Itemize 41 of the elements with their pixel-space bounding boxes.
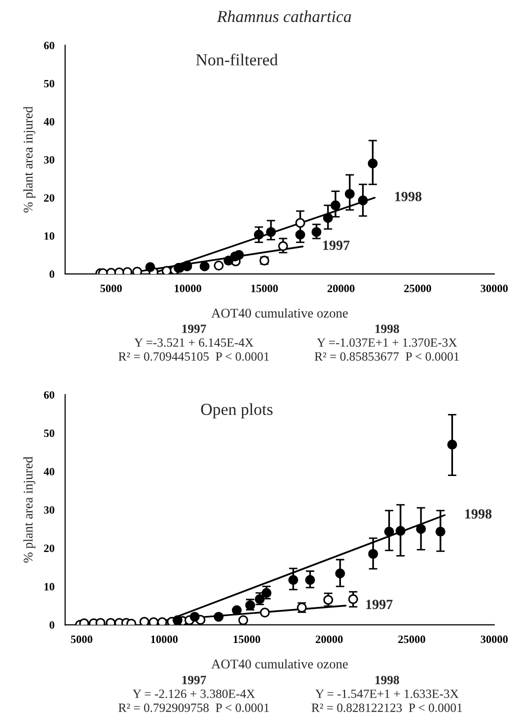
y-tick-label: 60 <box>44 391 54 399</box>
annotation: 1997 <box>366 600 393 610</box>
y-tick-label: 30 <box>44 156 54 164</box>
y-tick-label: 50 <box>44 80 54 88</box>
x-axis-title: AOT40 cumulative ozone <box>211 659 348 668</box>
text: 1997 Y =-3.521 + 6.145E-4X R² = 0.709445105 P < 0.0001 <box>118 324 269 361</box>
y-tick-label: 60 <box>44 42 54 50</box>
x-axis-title: AOT40 cumulative ozone <box>211 308 348 318</box>
y-axis-title: % plant area injured <box>23 106 36 212</box>
y-tick-label: 40 <box>44 118 54 126</box>
x-tick-label: 15000 <box>234 636 260 644</box>
y-tick-label: 20 <box>44 194 54 202</box>
x-tick-label: 30000 <box>480 636 508 644</box>
text: 1997 Y = -2.126 + 3.380E-4X R² = 0.792909758 P < 0.0001 <box>118 676 269 712</box>
chart-subtitle: Non-filtered <box>196 54 278 66</box>
annotation: 1998 <box>465 509 492 519</box>
y-tick-label: 30 <box>44 506 54 514</box>
y-tick-label: 10 <box>44 232 54 240</box>
x-tick-label: 5000 <box>100 284 122 292</box>
y-axis-title: % plant area injured <box>23 456 36 563</box>
y-tick-label: 40 <box>44 468 54 476</box>
annotation: 1997 <box>323 240 350 250</box>
x-tick-label: 15000 <box>251 284 278 292</box>
y-tick-label: 20 <box>44 544 54 552</box>
x-tick-label: 10000 <box>174 284 202 292</box>
y-tick-label: 0 <box>50 621 54 629</box>
x-tick-label: 10000 <box>151 636 178 644</box>
x-tick-label: 25000 <box>398 636 426 644</box>
y-tick-label: 10 <box>44 582 54 590</box>
y-tick-label: 0 <box>50 270 54 278</box>
x-tick-label: 25000 <box>404 284 432 292</box>
x-tick-label: 20000 <box>316 636 343 644</box>
x-tick-label: 30000 <box>480 284 508 292</box>
text: 1998 Y =-1.037E+1 + 1.370E-3X R² = 0.85853677 P < 0.0001 <box>314 324 459 361</box>
text: 1998 Y = -1.547E+1 + 1.633E-3X R² = 0.828122123 P < 0.0001 <box>312 676 462 712</box>
y-tick-label: 50 <box>44 430 54 438</box>
chart-subtitle: Open plots <box>201 403 273 418</box>
x-tick-label: 5000 <box>70 636 92 644</box>
x-tick-label: 20000 <box>328 284 354 292</box>
chart-title: Rhamnus cathartica <box>216 10 352 22</box>
annotation: 1998 <box>395 192 422 202</box>
